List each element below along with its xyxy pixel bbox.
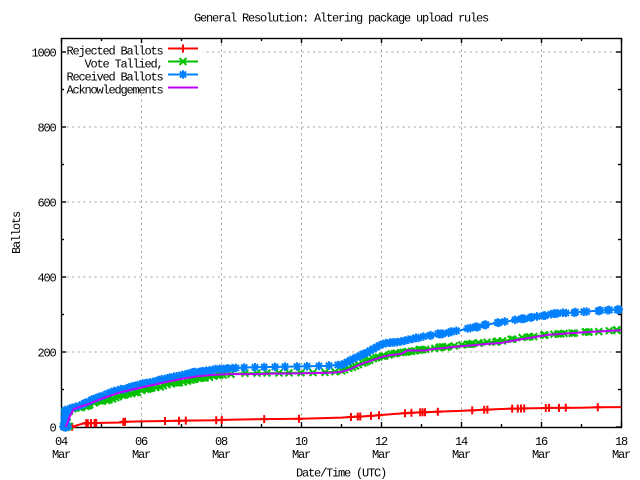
- svg-text:Mar: Mar: [372, 448, 391, 462]
- svg-text:16: 16: [535, 435, 548, 449]
- svg-text:10: 10: [295, 435, 308, 449]
- svg-text:Ballots: Ballots: [10, 211, 24, 254]
- svg-text:400: 400: [37, 272, 56, 286]
- svg-text:06: 06: [135, 435, 148, 449]
- svg-text:General Resolution: Altering p: General Resolution: Altering package upl…: [194, 12, 489, 26]
- svg-text:600: 600: [37, 197, 56, 211]
- svg-text:Mar: Mar: [532, 448, 551, 462]
- svg-text:Rejected Ballots: Rejected Ballots: [66, 45, 163, 59]
- svg-text:Received Ballots: Received Ballots: [66, 71, 163, 85]
- svg-text:Mar: Mar: [52, 448, 71, 462]
- svg-text:12: 12: [375, 435, 388, 449]
- svg-text:Mar: Mar: [292, 448, 311, 462]
- svg-text:Mar: Mar: [132, 448, 151, 462]
- svg-text:18: 18: [615, 435, 628, 449]
- svg-text:1000: 1000: [31, 47, 56, 61]
- svg-text:0: 0: [49, 422, 56, 436]
- svg-text:04: 04: [55, 435, 68, 449]
- svg-text:14: 14: [455, 435, 468, 449]
- svg-text:Vote Tallied,: Vote Tallied,: [84, 58, 162, 72]
- svg-text:08: 08: [215, 435, 228, 449]
- svg-text:Date/Time (UTC): Date/Time (UTC): [296, 467, 386, 480]
- svg-text:Mar: Mar: [612, 448, 631, 462]
- svg-text:Acknowledgements: Acknowledgements: [66, 84, 163, 98]
- svg-text:800: 800: [37, 122, 56, 136]
- svg-text:Mar: Mar: [212, 448, 231, 462]
- svg-text:200: 200: [37, 347, 56, 361]
- svg-text:Mar: Mar: [452, 448, 471, 462]
